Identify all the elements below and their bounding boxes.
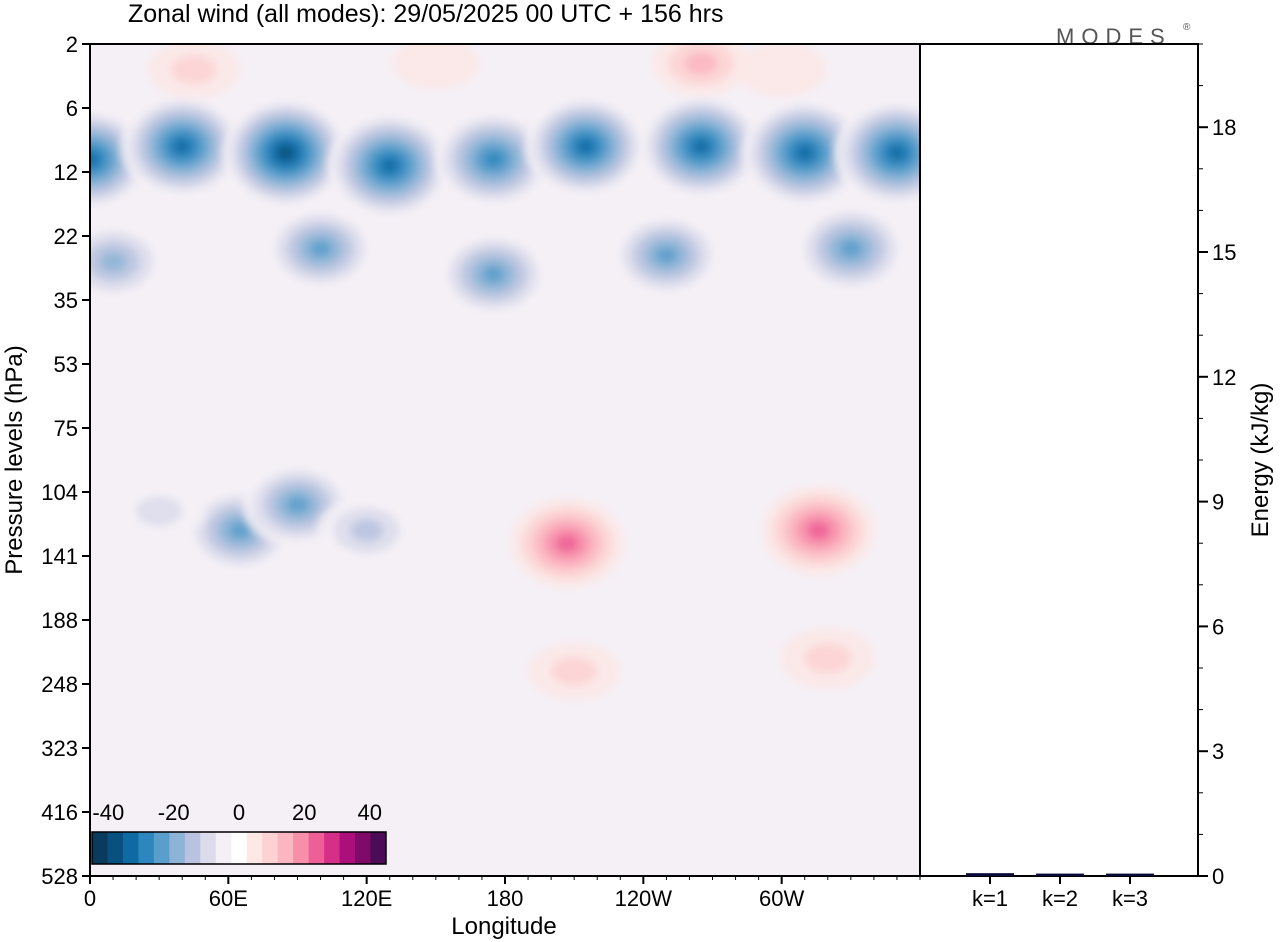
wind-feature-19 xyxy=(286,496,309,514)
wind-feature-25 xyxy=(551,656,598,686)
colorbar-swatch xyxy=(324,832,341,864)
x-tick-label: 180 xyxy=(487,886,524,911)
y-tick-label: 323 xyxy=(41,736,78,761)
x-tick-label: 120E xyxy=(341,886,392,911)
energy-bar xyxy=(1036,873,1084,876)
wind-feature-5 xyxy=(576,139,595,154)
y-tick-label: 2 xyxy=(66,32,78,57)
colorbar-swatch xyxy=(231,832,248,864)
y-tick-label: 188 xyxy=(41,608,78,633)
y-tick-label: 141 xyxy=(41,544,78,569)
energy-tick-label: 3 xyxy=(1212,739,1224,764)
wind-feature-15 xyxy=(392,44,480,89)
colorbar-swatch xyxy=(355,832,372,864)
pressure-axis: 2 6 12 22 35 53 75 104 141 188 248 323 416 528 xyxy=(41,32,90,889)
energy-category-label: k=1 xyxy=(972,886,1008,911)
y-tick-label: 12 xyxy=(54,160,78,185)
colorbar-swatch xyxy=(277,832,294,864)
wind-feature-13 xyxy=(839,239,863,258)
x-axis-label: Longitude xyxy=(451,913,556,940)
colorbar-swatch xyxy=(215,832,232,864)
wind-feature-8 xyxy=(887,145,906,161)
colorbar-tick-label: 40 xyxy=(357,800,381,825)
colorbar-tick-label: 0 xyxy=(233,800,245,825)
colorbar-swatch xyxy=(92,832,108,864)
x-tick-label: 0 xyxy=(84,886,96,911)
wind-feature-11 xyxy=(482,265,505,284)
colorbar-tick-label: -40 xyxy=(92,800,124,825)
colorbar-frame xyxy=(91,831,387,865)
x-tick-label: 120W xyxy=(615,886,673,911)
colorbar-swatch xyxy=(107,832,124,864)
colorbar-swatch xyxy=(246,832,263,864)
y-tick-label: 6 xyxy=(66,96,78,121)
colorbar: -40 -20 0 20 40 xyxy=(91,800,387,865)
energy-bar xyxy=(1106,873,1154,876)
colorbar-swatch xyxy=(308,832,325,864)
wind-feature-24 xyxy=(807,521,830,540)
wind-feature-3 xyxy=(380,157,399,174)
energy-tick-label: 0 xyxy=(1212,864,1224,889)
y-tick-label: 248 xyxy=(41,672,78,697)
y-tick-label: 35 xyxy=(54,288,78,313)
chart-title: Zonal wind (all modes): 29/05/2025 00 UT… xyxy=(128,0,723,28)
wind-feature-20 xyxy=(350,518,384,542)
longitude-axis: 0 60E 120E 180 120W 60W xyxy=(84,876,921,911)
energy-panel xyxy=(919,43,1199,877)
colorbar-swatch xyxy=(339,832,356,864)
energy-tick-label: 15 xyxy=(1212,240,1236,265)
wind-feature-14 xyxy=(170,55,217,85)
colorbar-swatch xyxy=(200,832,217,864)
y-tick-label: 416 xyxy=(41,800,78,825)
energy-bar xyxy=(966,873,1014,876)
wind-feature-26 xyxy=(804,643,852,674)
colorbar-swatch xyxy=(122,832,139,864)
y-axis-label: Pressure levels (hPa) xyxy=(1,345,28,574)
wind-feature-16 xyxy=(684,52,718,75)
colorbar-swatch xyxy=(169,832,186,864)
energy-axis: 0 3 6 9 12 15 18 xyxy=(1198,43,1236,889)
wind-feature-10 xyxy=(309,240,332,258)
wind-feature-12 xyxy=(655,246,678,264)
modes-logo-mark: ® xyxy=(1183,22,1191,33)
wind-feature-2 xyxy=(277,145,294,160)
colorbar-swatch xyxy=(293,832,310,864)
colorbar-swatch xyxy=(262,832,279,864)
y-tick-label: 528 xyxy=(41,864,78,889)
y-tick-label: 53 xyxy=(54,352,78,377)
energy-category-label: k=3 xyxy=(1112,886,1148,911)
wind-feature-22 xyxy=(276,606,365,660)
wind-feature-9 xyxy=(99,251,127,272)
wind-feature-21 xyxy=(135,496,183,527)
wind-feature-6 xyxy=(692,138,710,154)
colorbar-swatch xyxy=(184,832,201,864)
zonal-wind-heatmap xyxy=(90,44,920,876)
wind-feature-23 xyxy=(555,534,579,553)
energy-bars: k=1 k=2 k=3 xyxy=(966,873,1154,911)
colorbar-tick-label: 20 xyxy=(292,800,316,825)
energy-axis-label: Energy (kJ/kg) xyxy=(1247,383,1274,538)
y-tick-label: 22 xyxy=(54,224,78,249)
colorbar-swatch xyxy=(153,832,170,864)
energy-tick-label: 6 xyxy=(1212,614,1224,639)
energy-category-label: k=2 xyxy=(1042,886,1078,911)
energy-tick-label: 9 xyxy=(1212,490,1224,515)
wind-feature-17 xyxy=(736,44,827,97)
x-tick-label: 60W xyxy=(759,886,804,911)
energy-tick-label: 12 xyxy=(1212,365,1236,390)
y-tick-label: 75 xyxy=(54,416,78,441)
wind-feature-1 xyxy=(173,138,192,154)
wind-feature-7 xyxy=(795,144,814,161)
colorbar-swatch xyxy=(138,832,155,864)
wind-feature-4 xyxy=(483,150,504,168)
y-tick-label: 104 xyxy=(41,480,78,505)
colorbar-swatch xyxy=(370,832,387,864)
colorbar-tick-label: -20 xyxy=(158,800,190,825)
x-tick-label: 60E xyxy=(209,886,248,911)
energy-tick-label: 18 xyxy=(1212,115,1236,140)
wind-feature-18 xyxy=(228,521,251,540)
wind-feature-0 xyxy=(90,151,99,167)
